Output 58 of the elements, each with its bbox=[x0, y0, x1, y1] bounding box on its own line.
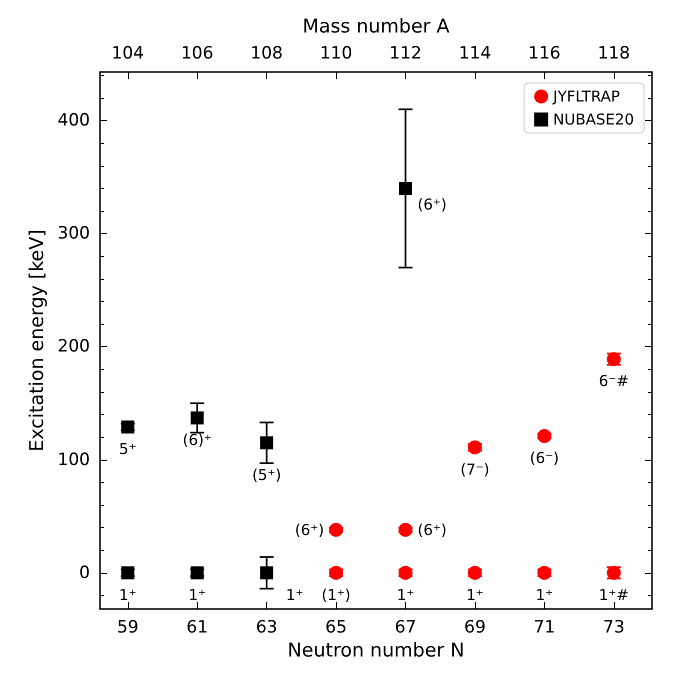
annotation: 6⁻# bbox=[598, 372, 629, 390]
x2-tick-label: 104 bbox=[112, 44, 144, 64]
annotation: (6⁺) bbox=[418, 195, 447, 214]
point bbox=[329, 522, 344, 537]
y-tick-label: 300 bbox=[58, 224, 90, 244]
point bbox=[537, 566, 552, 580]
y-tick-label: 100 bbox=[58, 450, 90, 470]
point bbox=[398, 522, 413, 537]
point bbox=[468, 566, 482, 580]
x2-tick-label: 112 bbox=[389, 44, 422, 64]
annotation: 5⁺ bbox=[119, 440, 137, 458]
x2-axis-title: Mass number A bbox=[302, 16, 450, 38]
annotation: (7⁻) bbox=[460, 460, 490, 478]
point bbox=[399, 182, 412, 195]
x-tick-label: 67 bbox=[394, 618, 416, 638]
x-tick-label: 65 bbox=[325, 618, 347, 638]
annotation: 1⁺ bbox=[396, 586, 414, 604]
point bbox=[468, 440, 482, 454]
annotation: (5⁺) bbox=[252, 466, 282, 484]
x2-tick-label: 118 bbox=[598, 44, 630, 64]
annotation: 1⁺ bbox=[536, 586, 554, 604]
y-tick-label: 200 bbox=[58, 336, 90, 357]
x-tick-label: 59 bbox=[116, 618, 139, 638]
point bbox=[398, 566, 413, 580]
x2-tick-label: 114 bbox=[458, 44, 492, 64]
annotation: (6⁺) bbox=[418, 520, 447, 539]
annotation: 1⁺ bbox=[286, 586, 304, 604]
x-axis-title: Neutron number N bbox=[288, 639, 464, 662]
legend-label: JYFLTRAP bbox=[552, 88, 620, 106]
annotation: 1⁺ bbox=[119, 586, 137, 604]
point bbox=[121, 566, 134, 580]
point bbox=[121, 420, 134, 434]
point bbox=[260, 566, 274, 580]
annotation: (6⁺) bbox=[294, 520, 324, 539]
legend-label: NUBASE20 bbox=[553, 110, 634, 128]
x2-tick-label: 108 bbox=[250, 44, 283, 64]
y-axis-title: Excitation energy [keV] bbox=[26, 229, 48, 452]
x-tick-label: 63 bbox=[256, 618, 278, 638]
annotation: (6)⁺ bbox=[182, 430, 212, 449]
point bbox=[260, 436, 274, 450]
x2-tick-label: 116 bbox=[528, 44, 561, 64]
point bbox=[537, 429, 552, 444]
x2-tick-label: 110 bbox=[320, 44, 352, 64]
point bbox=[190, 411, 204, 424]
annotation: (6⁻) bbox=[530, 449, 559, 468]
x-tick-label: 71 bbox=[534, 618, 556, 638]
y-tick-label: 0 bbox=[79, 562, 90, 583]
x-tick-label: 61 bbox=[186, 618, 208, 638]
annotation: (1⁺) bbox=[321, 586, 351, 604]
point bbox=[190, 566, 204, 580]
point bbox=[329, 566, 344, 580]
y-tick-label: 400 bbox=[58, 110, 90, 131]
x-tick-label: 69 bbox=[464, 618, 486, 638]
annotation: 1⁺ bbox=[188, 586, 206, 604]
x2-tick-label: 106 bbox=[180, 44, 214, 64]
annotation: 1⁺ bbox=[466, 586, 484, 604]
x-tick-label: 73 bbox=[602, 618, 625, 638]
annotation: 1⁺# bbox=[598, 586, 629, 604]
